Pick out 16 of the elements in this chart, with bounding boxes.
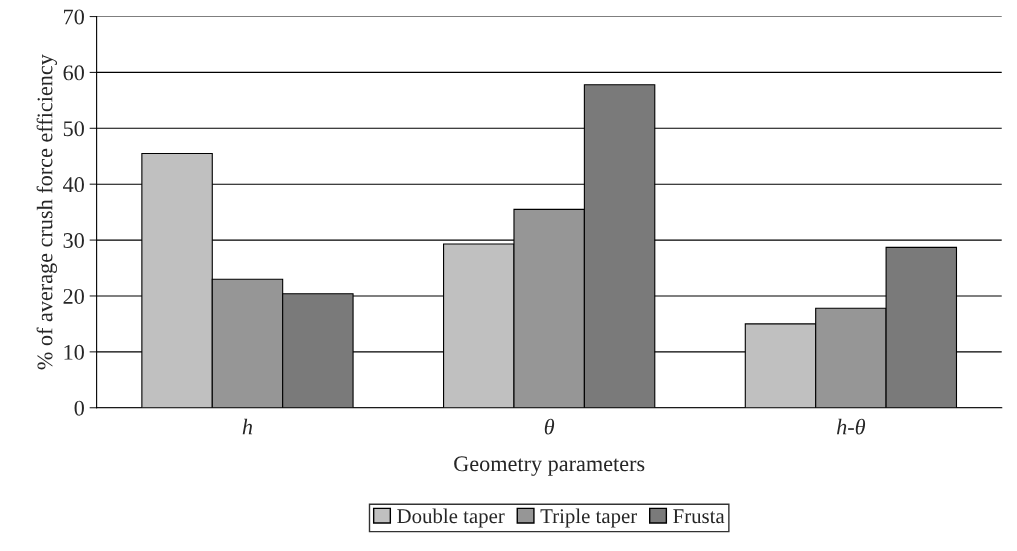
y-tick-label: 30 — [63, 233, 84, 249]
y-tick-label: 60 — [63, 65, 84, 81]
x-tick-label: θ — [544, 418, 555, 435]
y-tick-label: 70 — [64, 9, 84, 25]
x-axis-title: Geometry parameters — [454, 456, 645, 476]
y-tick-label: 20 — [63, 288, 84, 304]
x-tick-label: h — [242, 418, 253, 435]
y-tick-label: 50 — [63, 121, 84, 137]
legend-label: Double taper — [397, 508, 505, 528]
y-tick-label: 0 — [74, 400, 84, 416]
y-tick-label: 10 — [64, 344, 84, 360]
legend-label: Frusta — [673, 509, 725, 524]
y-tick-label: 40 — [63, 177, 84, 193]
legend-label: Triple taper — [540, 508, 638, 528]
x-tick-label: h-θ — [836, 418, 866, 435]
y-axis-title: % of average crush force efficiency — [36, 54, 58, 370]
